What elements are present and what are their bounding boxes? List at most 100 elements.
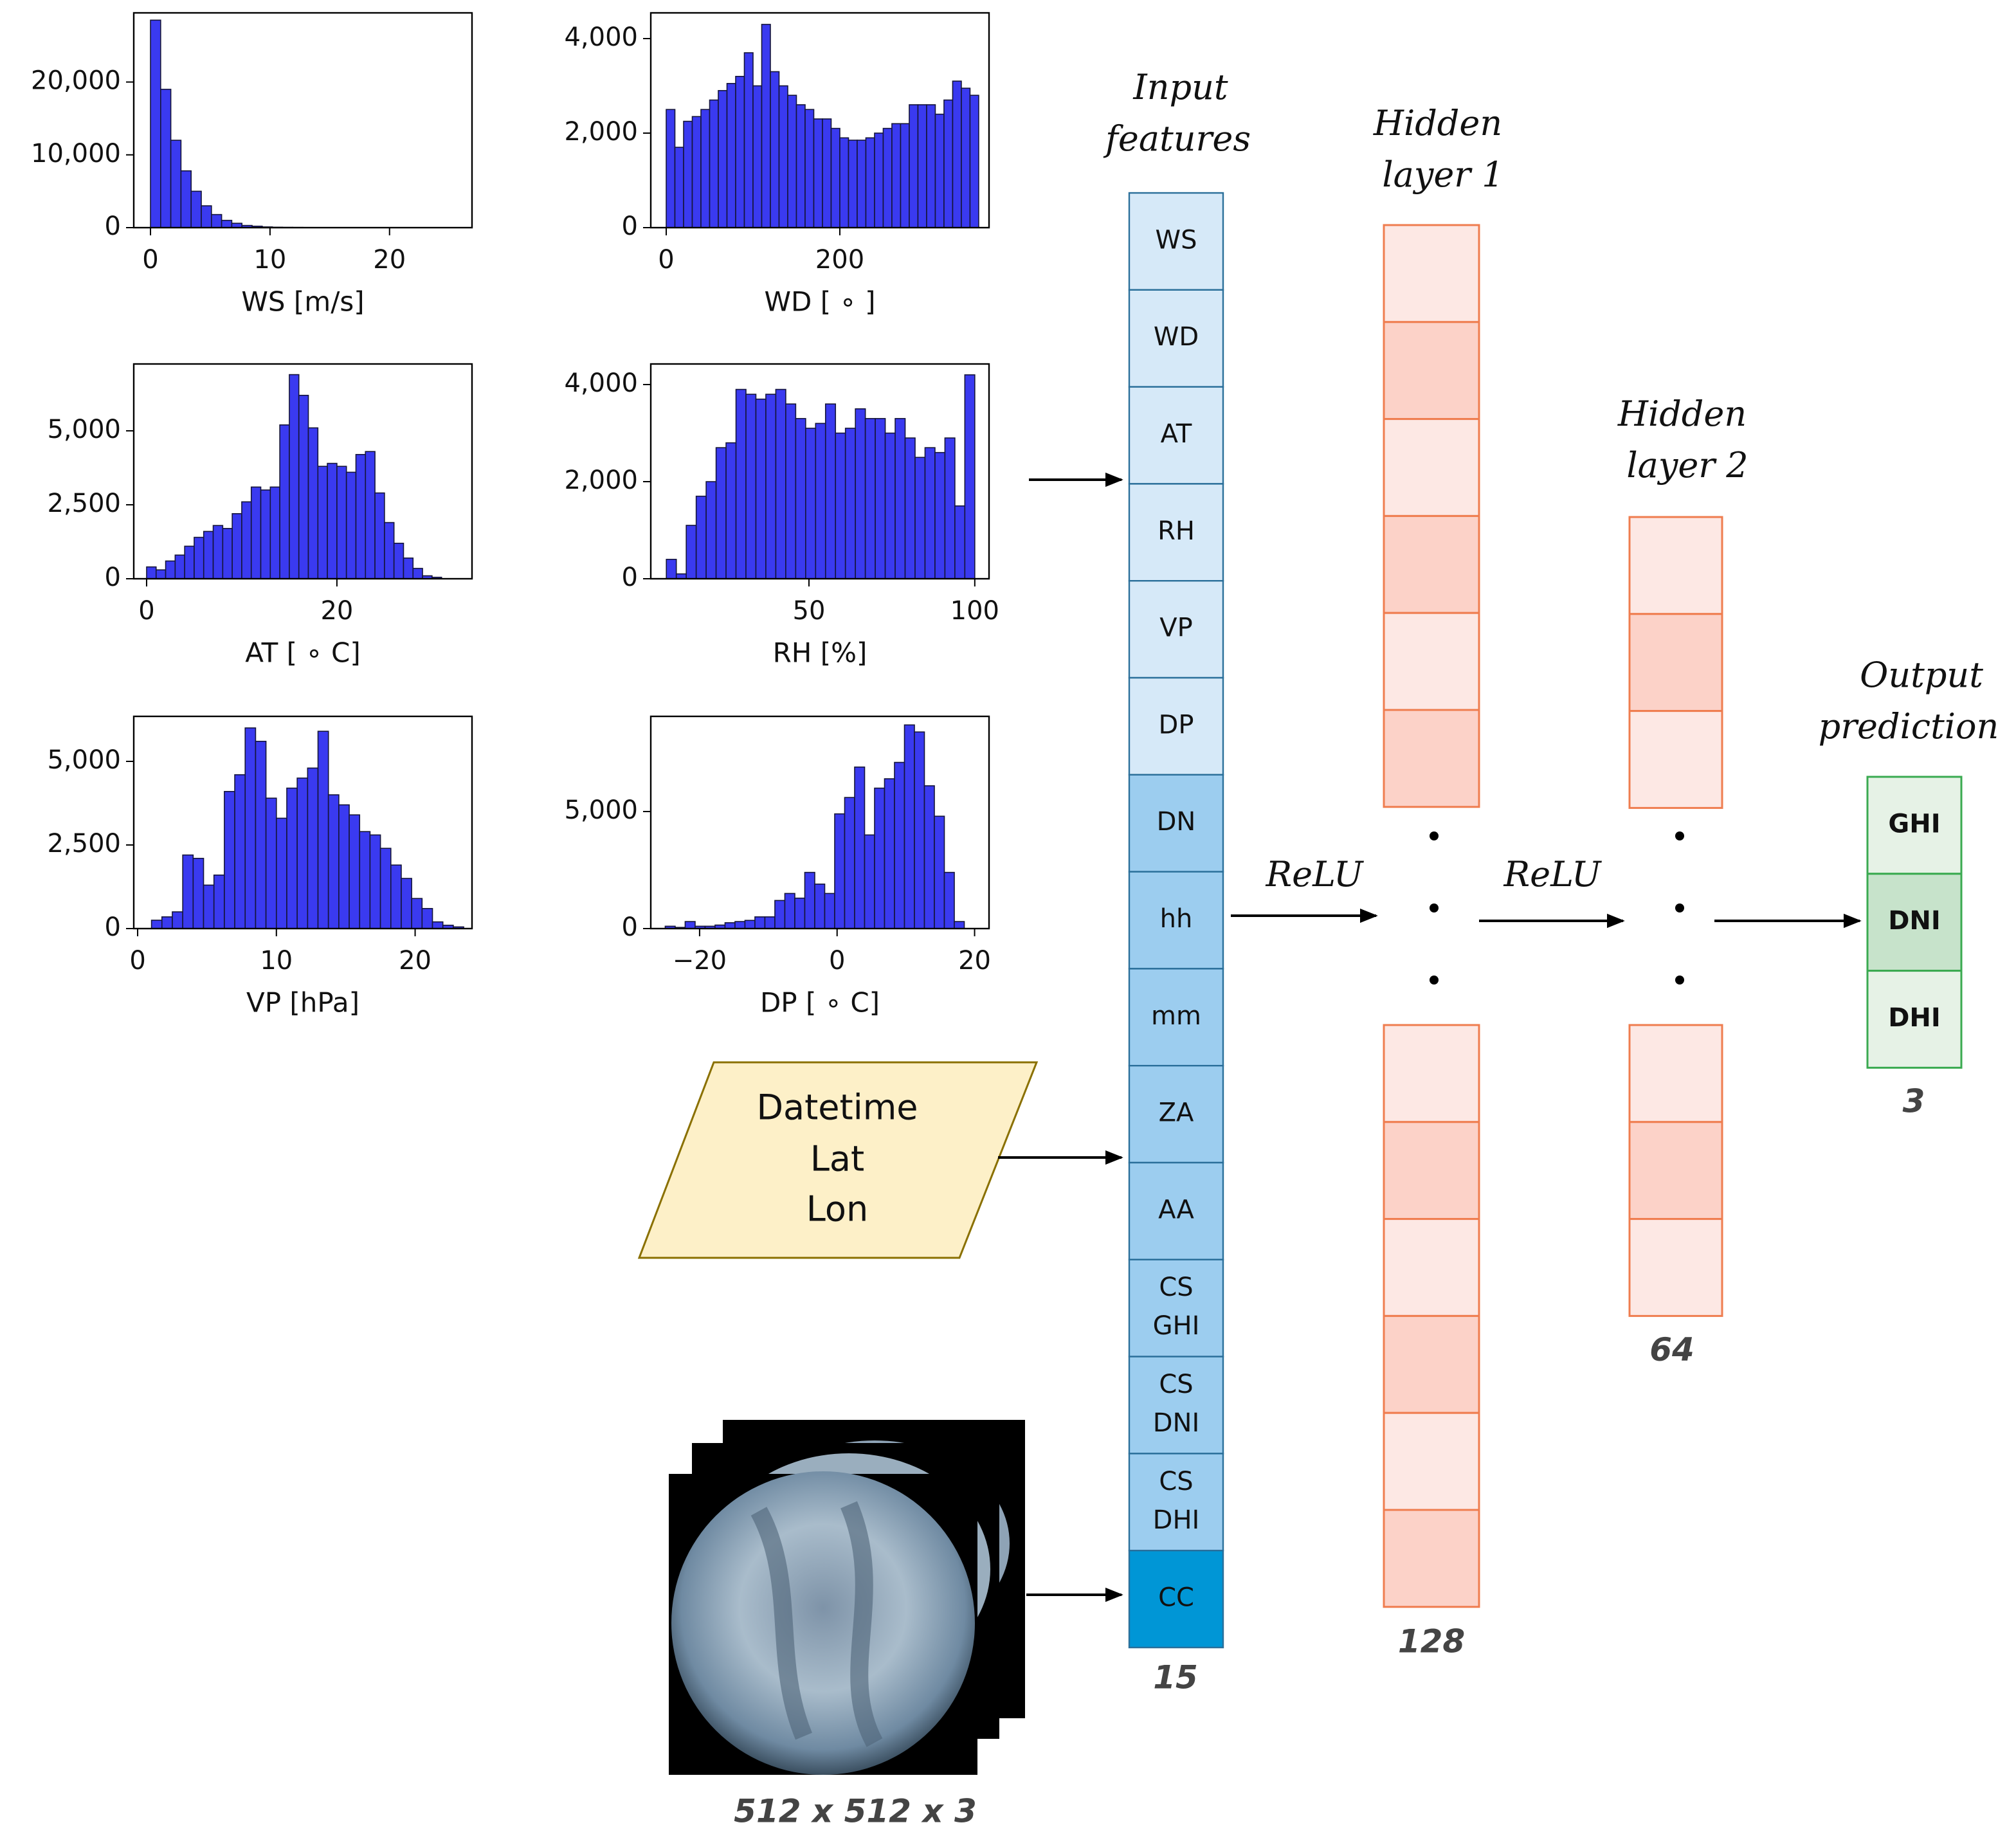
bar bbox=[718, 90, 728, 228]
bar bbox=[684, 921, 696, 929]
bar bbox=[778, 85, 788, 228]
feature-cell bbox=[1128, 1064, 1224, 1164]
feature-cell bbox=[1128, 289, 1224, 388]
feature-cell bbox=[1128, 676, 1224, 776]
feature-cell bbox=[1128, 1356, 1224, 1455]
bar bbox=[744, 920, 756, 929]
feature-label: DHI bbox=[1153, 1505, 1200, 1535]
bar bbox=[279, 424, 290, 579]
neuron-cell bbox=[1383, 1509, 1480, 1608]
y-tick-label: 0 bbox=[105, 912, 121, 942]
bar bbox=[172, 911, 183, 929]
bar bbox=[201, 205, 212, 228]
neuron-cell bbox=[1383, 514, 1480, 614]
bar bbox=[835, 432, 846, 579]
bar bbox=[844, 428, 856, 579]
bar bbox=[726, 83, 736, 228]
feature-label: hh bbox=[1160, 904, 1193, 934]
bar bbox=[190, 190, 202, 228]
bar bbox=[923, 785, 935, 929]
bar bbox=[160, 89, 172, 228]
ellipsis-dots bbox=[1430, 831, 1684, 985]
x-axis-label: RH [%] bbox=[773, 637, 867, 669]
bar bbox=[234, 774, 246, 929]
bar bbox=[874, 132, 884, 228]
x-tick-label: 10 bbox=[260, 946, 293, 976]
layer-size: 15 bbox=[1153, 1659, 1198, 1696]
x-tick-label: 0 bbox=[142, 245, 158, 275]
bar bbox=[170, 140, 182, 228]
bar bbox=[194, 536, 204, 579]
bar bbox=[954, 505, 966, 579]
bar bbox=[421, 907, 433, 929]
x-axis-label: AT [ ∘ C] bbox=[245, 637, 361, 669]
neuron-cell bbox=[1628, 1121, 1723, 1221]
bar bbox=[338, 804, 350, 929]
feature-label: ZA bbox=[1159, 1098, 1194, 1128]
bar bbox=[848, 140, 858, 228]
bar bbox=[884, 432, 896, 579]
bar bbox=[775, 388, 786, 579]
neuron-cell bbox=[1628, 613, 1723, 713]
x-tick-label: 20 bbox=[399, 946, 431, 976]
y-tick-label: 4,000 bbox=[564, 23, 638, 52]
neuron-cell bbox=[1383, 1314, 1480, 1414]
neuron-cell bbox=[1628, 516, 1723, 615]
neuron-cell bbox=[1383, 1024, 1480, 1123]
output-cell bbox=[1866, 970, 1963, 1069]
x-axis-label: WS [m/s] bbox=[241, 286, 364, 318]
x-axis-label: VP [hPa] bbox=[246, 987, 359, 1019]
bar bbox=[232, 513, 242, 579]
y-tick-label: 5,000 bbox=[564, 795, 638, 825]
feature-cell bbox=[1128, 1549, 1224, 1649]
bar bbox=[909, 104, 919, 228]
bar bbox=[830, 127, 840, 228]
bar bbox=[787, 95, 797, 228]
bar bbox=[150, 920, 163, 929]
bar bbox=[874, 787, 885, 929]
bar bbox=[743, 52, 754, 228]
x-tick-label: 20 bbox=[958, 946, 991, 976]
bar bbox=[795, 104, 806, 228]
bar bbox=[384, 522, 395, 579]
bar bbox=[393, 542, 404, 579]
bar bbox=[839, 137, 849, 228]
bar bbox=[774, 900, 786, 929]
bar bbox=[224, 790, 235, 929]
bar bbox=[900, 123, 910, 228]
axes-frame bbox=[649, 12, 990, 229]
bar bbox=[934, 113, 945, 228]
y-tick-label: 20,000 bbox=[31, 66, 121, 96]
feature-cell bbox=[1128, 871, 1224, 970]
feature-cell bbox=[1128, 1258, 1224, 1357]
bar bbox=[969, 95, 979, 228]
bar bbox=[369, 834, 381, 929]
layer-size: 3 bbox=[1903, 1083, 1925, 1120]
bar bbox=[374, 492, 385, 579]
feature-label: WS bbox=[1156, 225, 1197, 255]
bar bbox=[161, 916, 173, 929]
bar bbox=[255, 740, 267, 929]
bar bbox=[211, 213, 222, 228]
bar bbox=[212, 525, 224, 579]
neuron-cell bbox=[1383, 418, 1480, 517]
neuron-cell bbox=[1383, 612, 1480, 711]
arrows bbox=[998, 472, 1862, 1602]
bar bbox=[813, 118, 823, 228]
layer-size: 128 bbox=[1398, 1623, 1465, 1660]
bar bbox=[403, 557, 414, 579]
bar bbox=[241, 501, 252, 579]
bar bbox=[934, 451, 946, 579]
bar bbox=[857, 140, 867, 228]
bar bbox=[289, 374, 300, 579]
y-tick-label: 2,500 bbox=[47, 489, 121, 518]
bar bbox=[401, 878, 412, 929]
bar bbox=[165, 560, 176, 579]
bar bbox=[795, 418, 806, 579]
bar bbox=[752, 85, 763, 228]
bar bbox=[174, 554, 185, 579]
bar bbox=[260, 489, 271, 579]
bar bbox=[875, 418, 886, 579]
